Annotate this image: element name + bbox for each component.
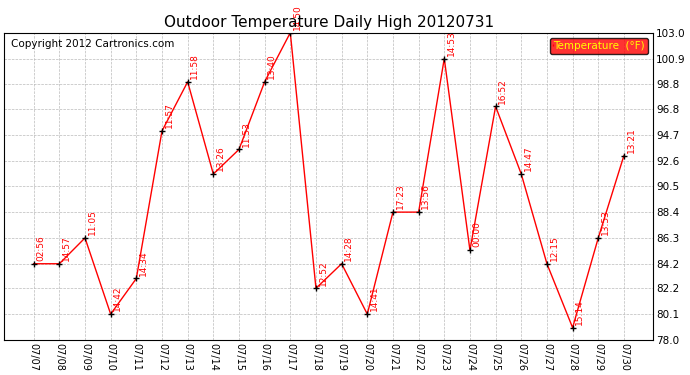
- Text: 02:56: 02:56: [37, 235, 46, 261]
- Text: 14:42: 14:42: [113, 286, 122, 311]
- Text: 13:53: 13:53: [601, 209, 610, 235]
- Text: 11:57: 11:57: [165, 102, 174, 128]
- Text: Copyright 2012 Cartronics.com: Copyright 2012 Cartronics.com: [10, 39, 174, 49]
- Text: 13:26: 13:26: [216, 146, 225, 171]
- Text: 14:34: 14:34: [139, 250, 148, 276]
- Text: 11:05: 11:05: [88, 209, 97, 235]
- Text: 16:52: 16:52: [498, 78, 507, 104]
- Text: 17:23: 17:23: [396, 184, 405, 209]
- Text: 12:52: 12:52: [319, 260, 328, 285]
- Legend: Temperature  (°F): Temperature (°F): [551, 38, 648, 54]
- Text: 14:41: 14:41: [370, 286, 379, 311]
- Text: 13:56: 13:56: [422, 183, 431, 209]
- Text: 14:28: 14:28: [344, 236, 353, 261]
- Text: 13:21: 13:21: [627, 127, 635, 153]
- Text: 12:15: 12:15: [550, 235, 559, 261]
- Text: 00:00: 00:00: [473, 222, 482, 248]
- Text: 11:53: 11:53: [241, 121, 250, 147]
- Text: 13:40: 13:40: [268, 53, 277, 79]
- Text: 15:14: 15:14: [575, 299, 584, 325]
- Text: 11:58: 11:58: [190, 53, 199, 79]
- Text: 14:47: 14:47: [524, 146, 533, 171]
- Text: 14:53: 14:53: [447, 30, 456, 56]
- Title: Outdoor Temperature Daily High 20120731: Outdoor Temperature Daily High 20120731: [164, 15, 494, 30]
- Text: 14:57: 14:57: [62, 235, 71, 261]
- Text: 14:50: 14:50: [293, 4, 302, 30]
